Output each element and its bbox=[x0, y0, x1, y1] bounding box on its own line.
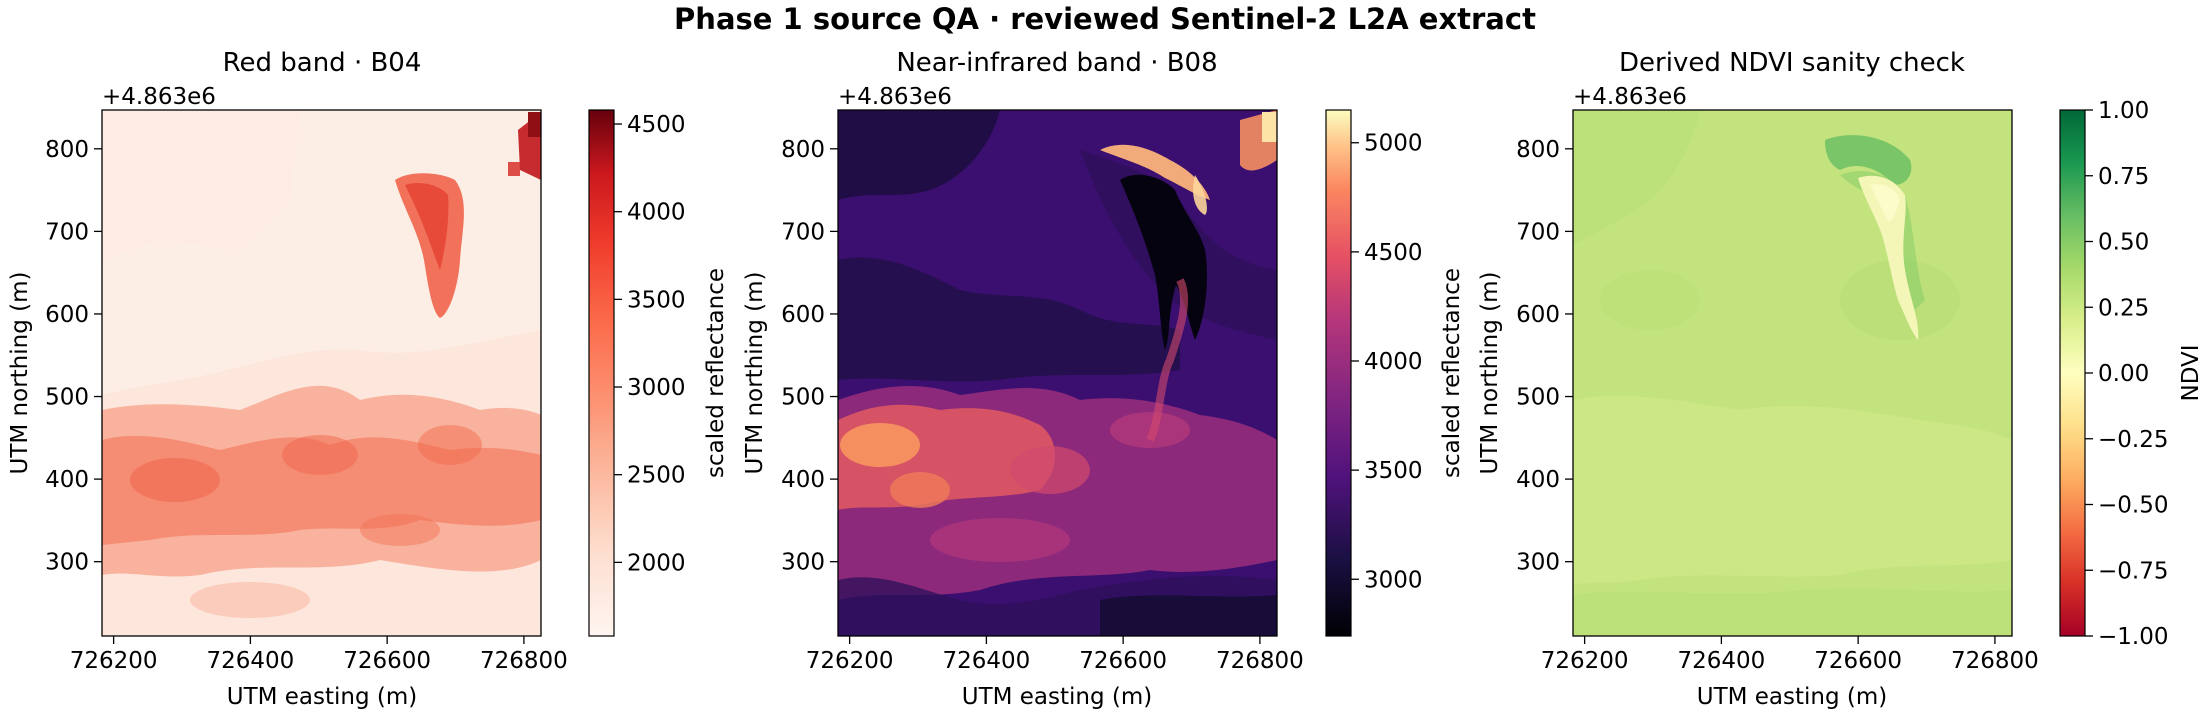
x-tick-label: 726400 bbox=[1677, 648, 1765, 674]
y-tick-label: 300 bbox=[1516, 550, 1560, 576]
colorbar-gradient bbox=[2059, 109, 2086, 637]
x-tick-label: 726400 bbox=[942, 648, 1030, 674]
y-tick-label: 800 bbox=[1516, 137, 1560, 163]
colorbar-label: scaled reflectance bbox=[1439, 268, 1465, 478]
y-tick-label: 400 bbox=[781, 467, 825, 493]
y-tick-label: 300 bbox=[45, 550, 89, 576]
y-tick-label: 700 bbox=[1516, 219, 1560, 245]
y-axis-label: UTM northing (m) bbox=[1477, 272, 1503, 475]
colorbar-tick-label: 3000 bbox=[627, 375, 686, 401]
y-offset-label: +4.863e6 bbox=[838, 84, 952, 110]
x-tick-label: 726800 bbox=[1216, 648, 1304, 674]
colorbar-tick-label: 0.75 bbox=[2098, 164, 2149, 190]
x-tick-label: 726200 bbox=[1541, 648, 1629, 674]
panel-red-band: Red band · B04 +4.863e6 726200 72640 bbox=[7, 48, 729, 710]
y-tick-label: 600 bbox=[781, 302, 825, 328]
panel-nir-band: Near-infrared band · B08 +4.863e6 bbox=[742, 48, 1465, 710]
panel-title: Derived NDVI sanity check bbox=[1619, 48, 1965, 78]
colorbar: 3000 3500 4000 4500 5000 scaled reflectance bbox=[1325, 109, 1465, 637]
y-tick-label: 500 bbox=[1516, 385, 1560, 411]
x-axis: 726200 726400 726600 726800 UTM easting (m) bbox=[806, 636, 1304, 710]
y-tick-label: 800 bbox=[781, 137, 825, 163]
colorbar-tick-label: −0.25 bbox=[2098, 427, 2168, 453]
heatmap-image bbox=[102, 110, 541, 636]
x-tick-label: 726800 bbox=[480, 648, 568, 674]
colorbar-tick-label: 5000 bbox=[1364, 131, 1423, 157]
colorbar-tick-label: 4000 bbox=[1364, 349, 1423, 375]
x-axis: 726200 726400 726600 726800 UTM easting (m) bbox=[1541, 636, 2039, 710]
colorbar-label: scaled reflectance bbox=[703, 268, 729, 478]
colorbar-label: NDVI bbox=[2178, 344, 2204, 401]
colorbar-tick-label: 4000 bbox=[627, 200, 686, 226]
x-tick-label: 726200 bbox=[806, 648, 894, 674]
y-axis: 300 400 500 600 700 800 UTM northing (m) bbox=[7, 137, 102, 576]
x-axis-label: UTM easting (m) bbox=[962, 684, 1153, 710]
heatmap-image bbox=[1573, 110, 2012, 636]
y-tick-label: 300 bbox=[781, 550, 825, 576]
colorbar-gradient bbox=[588, 109, 615, 637]
y-tick-label: 700 bbox=[45, 219, 89, 245]
heatmap-image bbox=[838, 110, 1277, 636]
y-tick-label: 800 bbox=[45, 137, 89, 163]
colorbar: 2000 2500 3000 3500 4000 4500 scaled reflecta… bbox=[588, 109, 729, 637]
y-axis: 300 400 500 600 700 800 UTM northing (m) bbox=[742, 137, 838, 576]
y-tick-label: 400 bbox=[45, 467, 89, 493]
x-tick-label: 726400 bbox=[206, 648, 294, 674]
colorbar-tick-label: 3500 bbox=[627, 287, 686, 313]
x-axis-label: UTM easting (m) bbox=[1697, 684, 1888, 710]
y-axis: 300 400 500 600 700 800 UTM northing (m) bbox=[1477, 137, 1573, 576]
colorbar-tick-label: 4500 bbox=[627, 112, 686, 138]
x-tick-label: 726600 bbox=[1814, 648, 1902, 674]
colorbar-tick-label: 2000 bbox=[627, 550, 686, 576]
colorbar-tick-label: 3000 bbox=[1364, 567, 1423, 593]
panel-ndvi: Derived NDVI sanity check +4.863e6 72620… bbox=[1477, 48, 2204, 710]
colorbar-tick-label: 0.50 bbox=[2098, 230, 2149, 256]
x-tick-label: 726600 bbox=[1079, 648, 1167, 674]
colorbar-tick-label: −0.50 bbox=[2098, 493, 2168, 519]
figure-title: Phase 1 source QA · reviewed Sentinel-2 … bbox=[674, 2, 1536, 36]
colorbar-gradient bbox=[1325, 109, 1352, 637]
colorbar-tick-label: −0.75 bbox=[2098, 558, 2168, 584]
x-tick-label: 726600 bbox=[343, 648, 431, 674]
y-axis-label: UTM northing (m) bbox=[742, 272, 768, 475]
colorbar-tick-label: 0.00 bbox=[2098, 361, 2149, 387]
panel-title: Red band · B04 bbox=[223, 48, 422, 78]
y-tick-label: 600 bbox=[1516, 302, 1560, 328]
colorbar-tick-label: 0.25 bbox=[2098, 295, 2149, 321]
colorbar-tick-label: 2500 bbox=[627, 463, 686, 489]
y-tick-label: 600 bbox=[45, 302, 89, 328]
colorbar-tick-label: 3500 bbox=[1364, 458, 1423, 484]
colorbar: 1.00 0.75 0.50 0.25 0.00 −0.25 −0.50 −0.75 −1.00… bbox=[2059, 98, 2204, 650]
colorbar-tick-label: 4500 bbox=[1364, 240, 1423, 266]
y-tick-label: 700 bbox=[781, 219, 825, 245]
x-tick-label: 726200 bbox=[70, 648, 158, 674]
y-offset-label: +4.863e6 bbox=[102, 84, 216, 110]
colorbar-tick-label: −1.00 bbox=[2098, 624, 2168, 650]
y-offset-label: +4.863e6 bbox=[1573, 84, 1687, 110]
y-tick-label: 500 bbox=[781, 385, 825, 411]
y-tick-label: 500 bbox=[45, 385, 89, 411]
y-tick-label: 400 bbox=[1516, 467, 1560, 493]
y-axis-label: UTM northing (m) bbox=[7, 272, 33, 475]
x-axis-label: UTM easting (m) bbox=[227, 684, 418, 710]
panel-title: Near-infrared band · B08 bbox=[896, 48, 1217, 78]
x-tick-label: 726800 bbox=[1951, 648, 2039, 674]
x-axis: 726200 726400 726600 726800 UTM easting (m) bbox=[70, 636, 568, 710]
colorbar-tick-label: 1.00 bbox=[2098, 98, 2149, 124]
